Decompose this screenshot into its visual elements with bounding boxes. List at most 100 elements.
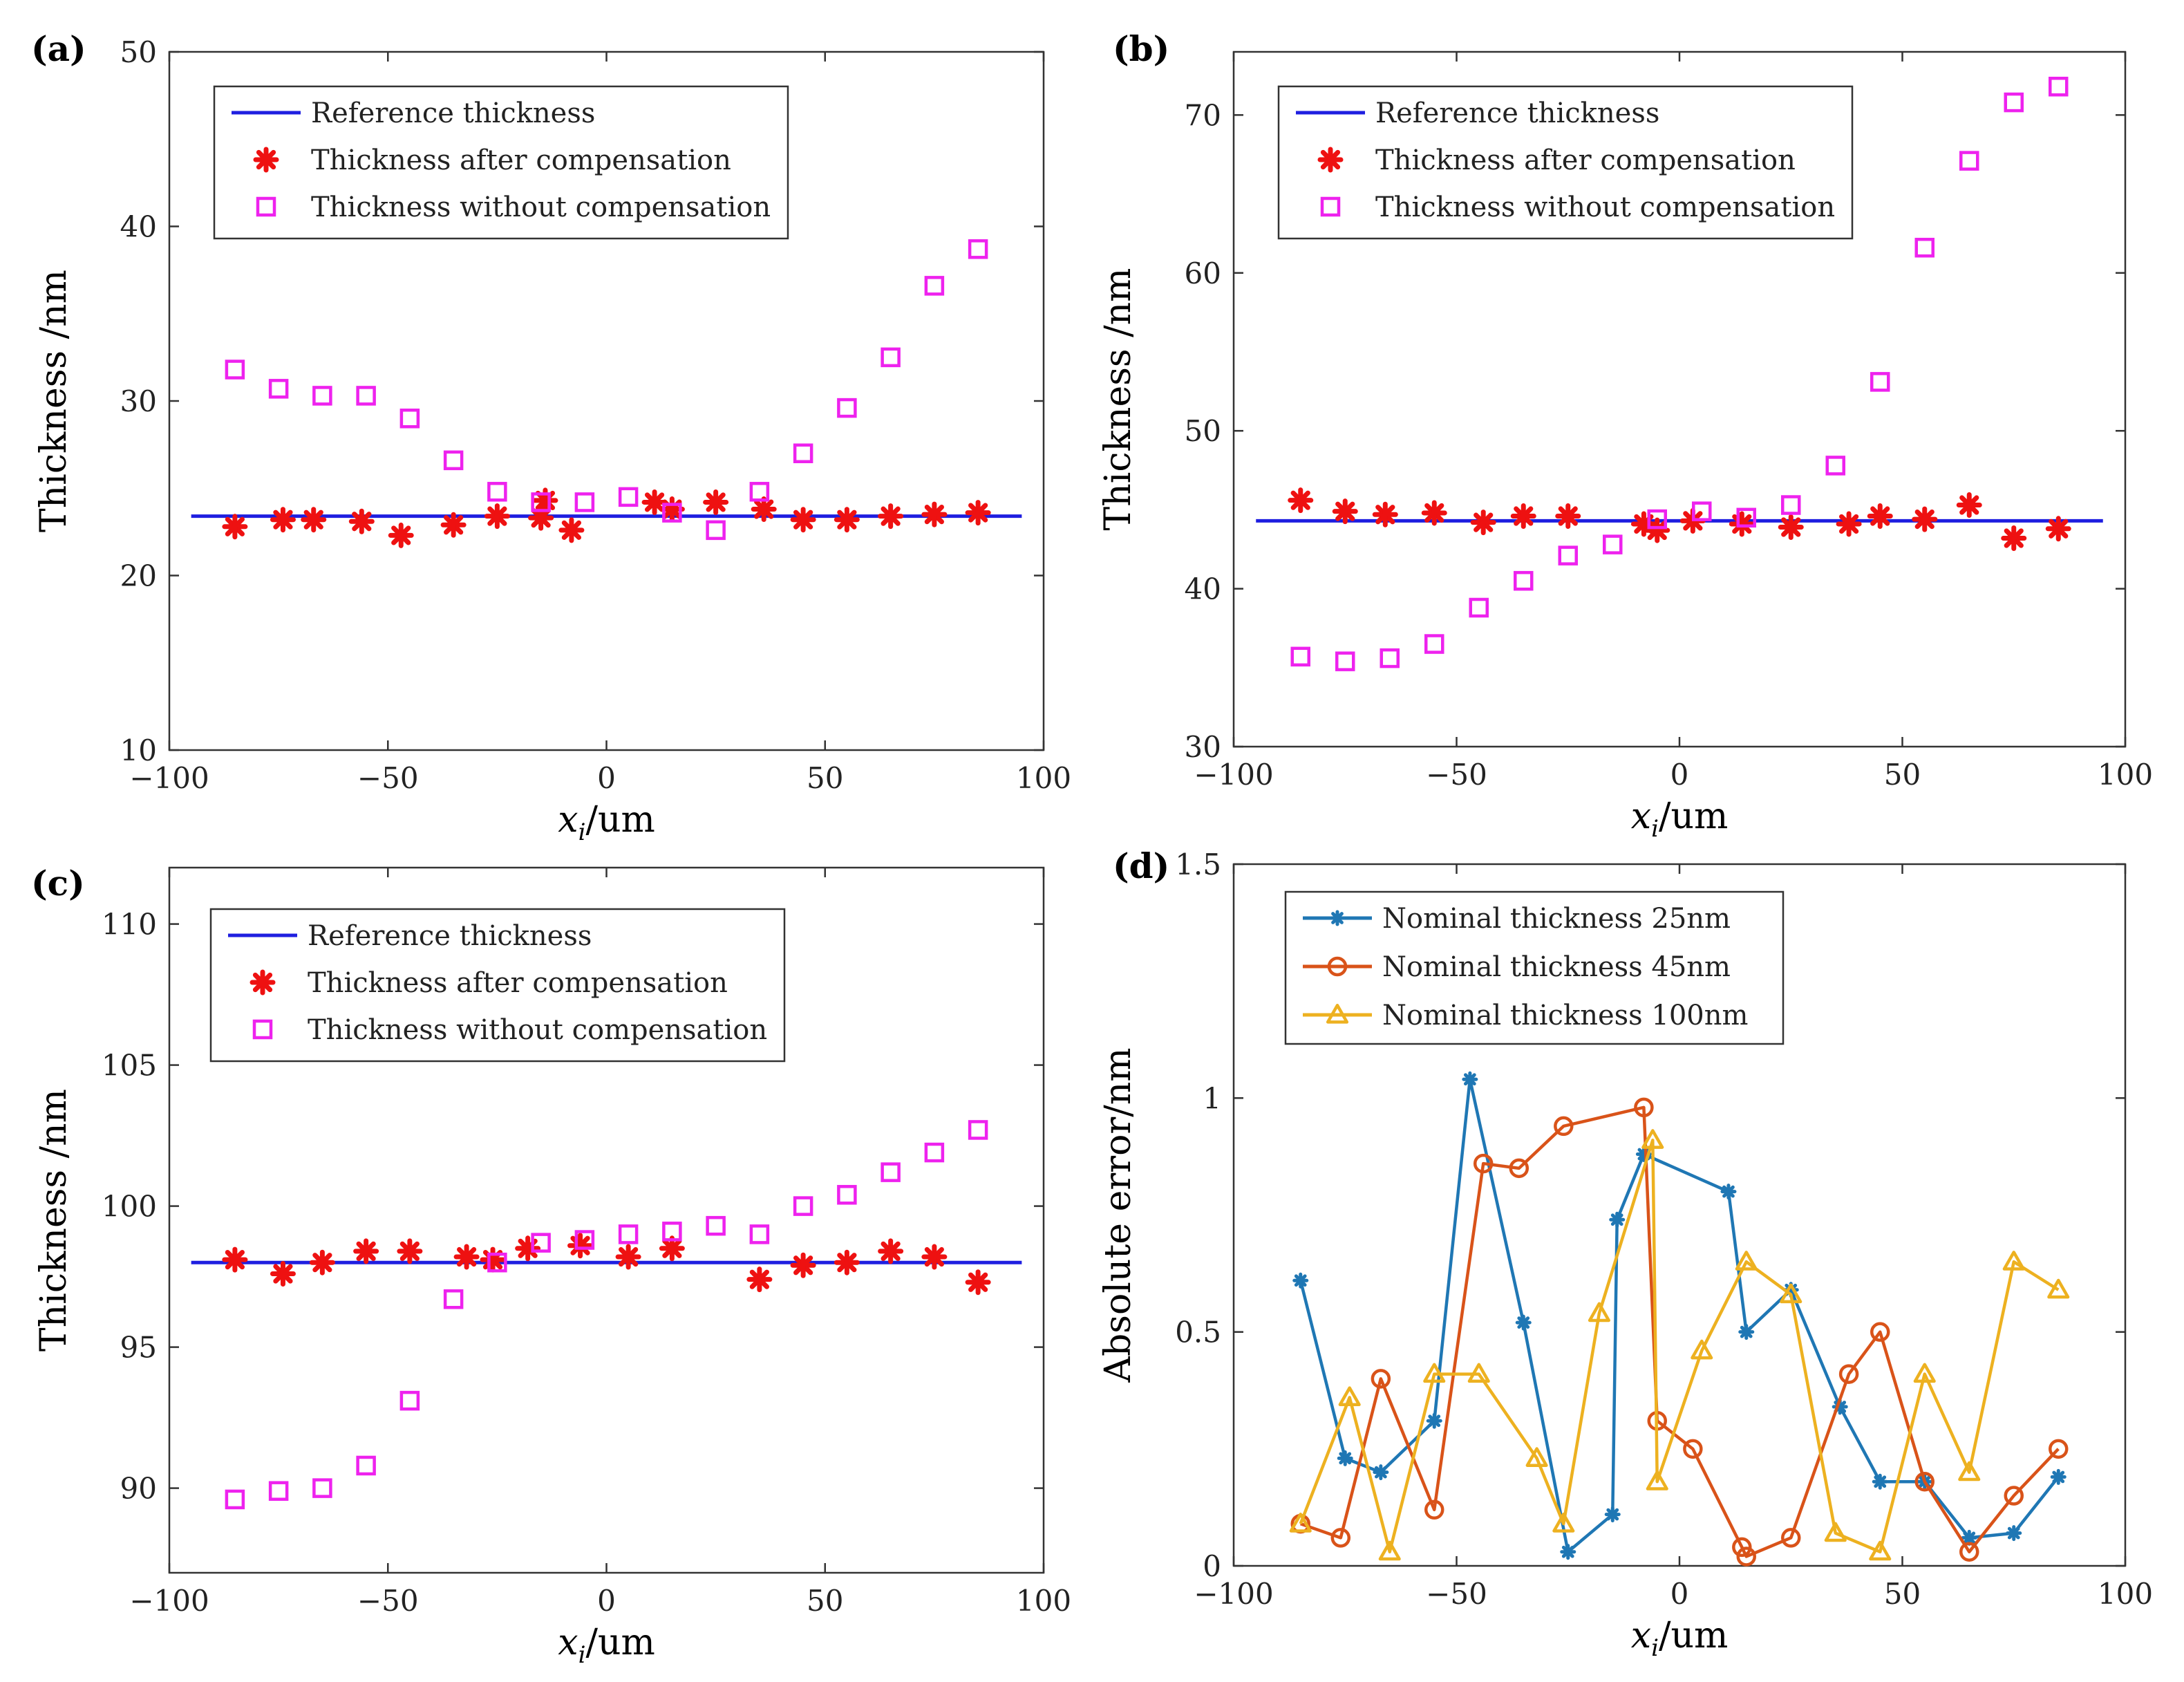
- series-thickness-without-compensation: [1290, 77, 2069, 671]
- data-point: [356, 1455, 376, 1476]
- data-point: [615, 1244, 641, 1270]
- data-point: [1603, 534, 1623, 554]
- data-point: [1378, 1540, 1401, 1561]
- series-nominal-thickness-45nm: [1290, 1097, 2069, 1567]
- legend-label: Thickness after compensation: [311, 144, 731, 176]
- legend-box: [213, 85, 789, 240]
- data-point: [618, 1224, 639, 1244]
- data-point: [1424, 1499, 1444, 1520]
- y-tick-label: 1: [1203, 1081, 1221, 1115]
- panel-label: (a): [31, 28, 86, 69]
- data-point: [1736, 1546, 1756, 1567]
- data-point: [968, 1120, 988, 1140]
- x-axis-label: xi/um: [558, 1622, 655, 1669]
- star-marker: [253, 147, 279, 173]
- data-point: [1290, 646, 1310, 667]
- data-point: [1646, 1470, 1668, 1491]
- x-tick-label: 100: [2098, 758, 2153, 792]
- x-tick-label: −50: [357, 1584, 419, 1618]
- data-point: [222, 1246, 248, 1273]
- legend-label: Reference thickness: [311, 97, 595, 129]
- data-point: [1588, 1302, 1610, 1323]
- y-tick-label: 105: [102, 1049, 157, 1083]
- square-marker: [256, 196, 276, 217]
- data-point: [1956, 492, 1982, 518]
- y-tick-label: 10: [120, 733, 157, 767]
- data-point: [443, 1289, 464, 1309]
- data-point: [480, 1246, 506, 1273]
- y-tick-label: 30: [1185, 730, 1221, 764]
- data-point: [618, 487, 639, 507]
- data-point: [878, 1238, 904, 1264]
- x-tick-label: 50: [1884, 1577, 1921, 1611]
- data-point: [440, 512, 467, 538]
- square-marker: [1320, 196, 1341, 217]
- data-point: [2050, 1468, 2067, 1485]
- data-point: [268, 379, 289, 399]
- y-tick-label: 50: [1185, 414, 1221, 448]
- data-point: [790, 1252, 816, 1278]
- data-point: [1373, 1464, 1389, 1481]
- series-thickness-without-compensation: [225, 1120, 988, 1510]
- data-point: [1872, 1473, 1888, 1490]
- data-point: [921, 501, 948, 527]
- data-point: [515, 1235, 541, 1262]
- series-thickness-without-compensation: [225, 239, 988, 541]
- data-point: [2047, 1278, 2070, 1299]
- data-point: [706, 520, 726, 541]
- data-point: [309, 1249, 335, 1275]
- data-point: [924, 276, 945, 296]
- square-marker: [252, 1019, 273, 1040]
- x-tick-label: 50: [807, 761, 843, 795]
- data-point: [834, 1249, 860, 1275]
- data-point: [1289, 1513, 1312, 1533]
- data-point: [1683, 1439, 1703, 1459]
- y-tick-label: 40: [120, 210, 157, 244]
- y-tick-label: 95: [120, 1331, 157, 1365]
- data-point: [881, 1162, 901, 1182]
- panel-label: (c): [31, 863, 85, 904]
- data-point: [567, 1233, 594, 1259]
- y-axis-label: Absolute error/nm: [1098, 1047, 1139, 1383]
- x-tick-label: 0: [1670, 1577, 1689, 1611]
- y-tick-label: 0: [1203, 1549, 1221, 1583]
- data-point: [706, 1215, 726, 1236]
- data-point: [1867, 503, 1893, 530]
- data-point: [356, 386, 376, 406]
- data-point: [270, 507, 296, 533]
- data-point: [270, 1261, 296, 1287]
- data-point: [921, 1244, 948, 1270]
- legend-label: Reference thickness: [1375, 97, 1659, 129]
- x-tick-label: 50: [1884, 758, 1921, 792]
- data-point: [1462, 1071, 1478, 1087]
- data-point: [487, 1252, 507, 1273]
- data-point: [1552, 1513, 1575, 1533]
- x-tick-label: −50: [1426, 1577, 1487, 1611]
- data-point: [1330, 1528, 1351, 1548]
- data-point: [2049, 1439, 2069, 1459]
- data-point: [1337, 1450, 1353, 1466]
- data-point: [388, 522, 414, 548]
- y-tick-label: 110: [102, 908, 157, 942]
- data-point: [1735, 1251, 1758, 1271]
- data-point: [1914, 237, 1934, 258]
- data-point: [837, 398, 857, 418]
- data-point: [1869, 1540, 1892, 1561]
- data-point: [1870, 372, 1890, 392]
- legend: Nominal thickness 25nm Nominal thickness …: [1284, 890, 1785, 1045]
- x-tick-label: −100: [1194, 1577, 1273, 1611]
- y-tick-label: 20: [120, 559, 157, 593]
- x-tick-label: −50: [1426, 758, 1487, 792]
- data-point: [1913, 1363, 1936, 1383]
- y-tick-label: 60: [1185, 256, 1221, 290]
- data-point: [793, 1196, 813, 1216]
- legend-label: Nominal thickness 25nm: [1382, 903, 1731, 935]
- data-point: [353, 1238, 379, 1264]
- star-marker: [250, 969, 276, 996]
- data-point: [1558, 545, 1578, 566]
- data-point: [965, 1269, 991, 1296]
- legend: Reference thickness Thickness after compe…: [209, 908, 786, 1063]
- y-axis-label: Thickness /nm: [33, 270, 75, 532]
- data-point: [1914, 1471, 1934, 1492]
- data-point: [2001, 525, 2027, 551]
